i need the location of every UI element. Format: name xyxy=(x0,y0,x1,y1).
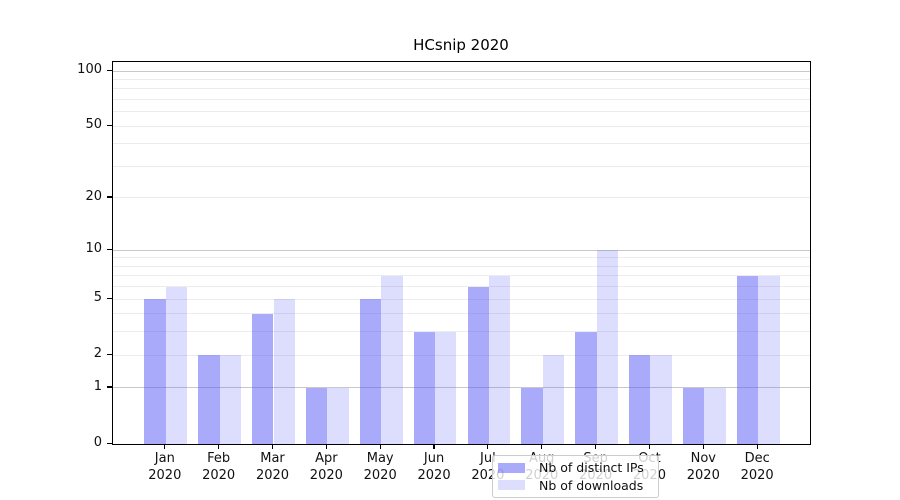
bar-distinct-ips-jan xyxy=(144,299,166,444)
x-axis-tick xyxy=(379,444,381,449)
bar-downloads-jun xyxy=(435,331,457,444)
y-axis-tick-label: 20 xyxy=(85,188,102,204)
gridline-minor xyxy=(113,111,810,113)
bar-distinct-ips-mar xyxy=(252,313,274,444)
gridline-minor xyxy=(113,125,810,127)
bar-distinct-ips-oct xyxy=(629,355,651,444)
x-axis-tick-label: Mar 2020 xyxy=(255,451,290,483)
x-axis-tick-label: Dec 2020 xyxy=(740,451,774,483)
bar-distinct-ips-may xyxy=(359,299,382,444)
bar-downloads-feb xyxy=(219,355,242,444)
x-axis-tick xyxy=(541,444,543,449)
gridline-minor xyxy=(113,275,810,277)
x-axis-tick xyxy=(487,444,489,449)
legend: Nb of distinct IPs Nb of downloads xyxy=(492,455,659,498)
bar-downloads-jan xyxy=(165,286,188,444)
gridline-minor xyxy=(113,286,810,288)
gridline-minor xyxy=(113,99,810,101)
gridline-minor xyxy=(113,78,810,80)
gridline-minor xyxy=(113,143,810,145)
legend-item-downloads: Nb of downloads xyxy=(498,477,652,495)
bar-distinct-ips-jun xyxy=(413,331,436,444)
bar-distinct-ips-aug xyxy=(521,388,543,444)
legend-label-downloads: Nb of downloads xyxy=(539,477,644,493)
legend-swatch-distinct-ips xyxy=(498,462,525,473)
y-axis-tick-label: 2 xyxy=(93,346,102,362)
bar-distinct-ips-dec xyxy=(736,275,759,444)
y-axis-tick xyxy=(107,196,112,198)
y-axis-tick xyxy=(107,248,112,250)
x-axis-tick-label: Apr 2020 xyxy=(309,451,343,483)
gridline-major xyxy=(113,249,810,251)
gridline-minor xyxy=(113,166,810,167)
chart-title: HCsnip 2020 xyxy=(413,36,509,54)
x-axis-tick xyxy=(702,444,704,449)
y-axis-tick xyxy=(107,353,112,355)
bar-downloads-sep xyxy=(596,250,618,444)
x-axis-tick-label: May 2020 xyxy=(363,451,397,483)
y-axis-tick-label: 100 xyxy=(77,62,102,78)
x-axis-tick xyxy=(595,444,597,449)
legend-swatch-downloads xyxy=(498,480,525,491)
bar-downloads-oct xyxy=(650,355,672,444)
legend-item-distinct-ips: Nb of distinct IPs xyxy=(498,459,652,477)
x-axis-tick-label: Jun 2020 xyxy=(417,451,451,483)
y-axis-tick xyxy=(107,386,112,388)
bar-downloads-may xyxy=(381,275,403,444)
bar-distinct-ips-feb xyxy=(198,355,220,444)
x-axis-tick xyxy=(164,444,166,449)
bar-distinct-ips-apr xyxy=(305,388,328,444)
x-axis-tick xyxy=(648,444,651,449)
x-axis-tick xyxy=(756,444,758,449)
y-axis-tick xyxy=(107,297,112,299)
gridline-major xyxy=(113,387,810,389)
x-axis-tick-label: Feb 2020 xyxy=(202,451,236,483)
bar-distinct-ips-jul xyxy=(467,286,489,444)
bar-distinct-ips-sep xyxy=(575,331,597,444)
y-axis-tick xyxy=(107,124,112,126)
x-axis-tick xyxy=(271,444,274,449)
gridline-major xyxy=(113,70,810,72)
gridline-minor xyxy=(113,354,810,356)
y-axis-tick xyxy=(107,69,112,71)
y-axis-tick-label: 10 xyxy=(85,241,102,257)
bar-downloads-mar xyxy=(273,299,295,444)
gridline-minor xyxy=(113,197,810,199)
y-axis-tick-label: 1 xyxy=(93,378,102,394)
x-axis-tick xyxy=(218,444,220,449)
legend-label-distinct-ips: Nb of distinct IPs xyxy=(539,460,644,476)
x-axis-tick xyxy=(433,444,435,449)
bar-downloads-nov xyxy=(704,388,726,444)
y-axis-tick-label: 50 xyxy=(85,117,102,133)
x-axis-tick-label: Jan 2020 xyxy=(148,451,182,483)
y-axis-tick-label: 0 xyxy=(93,435,102,450)
bar-downloads-jul xyxy=(488,275,511,444)
gridline-minor xyxy=(113,257,810,259)
bar-distinct-ips-nov xyxy=(682,388,705,444)
bar-downloads-apr xyxy=(327,388,349,444)
y-axis-tick xyxy=(107,442,112,444)
bar-downloads-aug xyxy=(542,355,565,444)
bar-downloads-dec xyxy=(758,275,780,444)
x-axis-tick xyxy=(325,444,327,449)
gridline-minor xyxy=(113,331,810,333)
gridline-minor xyxy=(113,265,810,267)
y-axis-tick-label: 5 xyxy=(93,290,102,306)
plot-area: Nb of distinct IPs Nb of downloads xyxy=(112,61,811,498)
x-axis-tick-label: Nov 2020 xyxy=(686,451,720,483)
gridline-minor xyxy=(113,313,810,315)
gridline-minor xyxy=(113,298,810,300)
gridline-minor xyxy=(113,88,810,90)
